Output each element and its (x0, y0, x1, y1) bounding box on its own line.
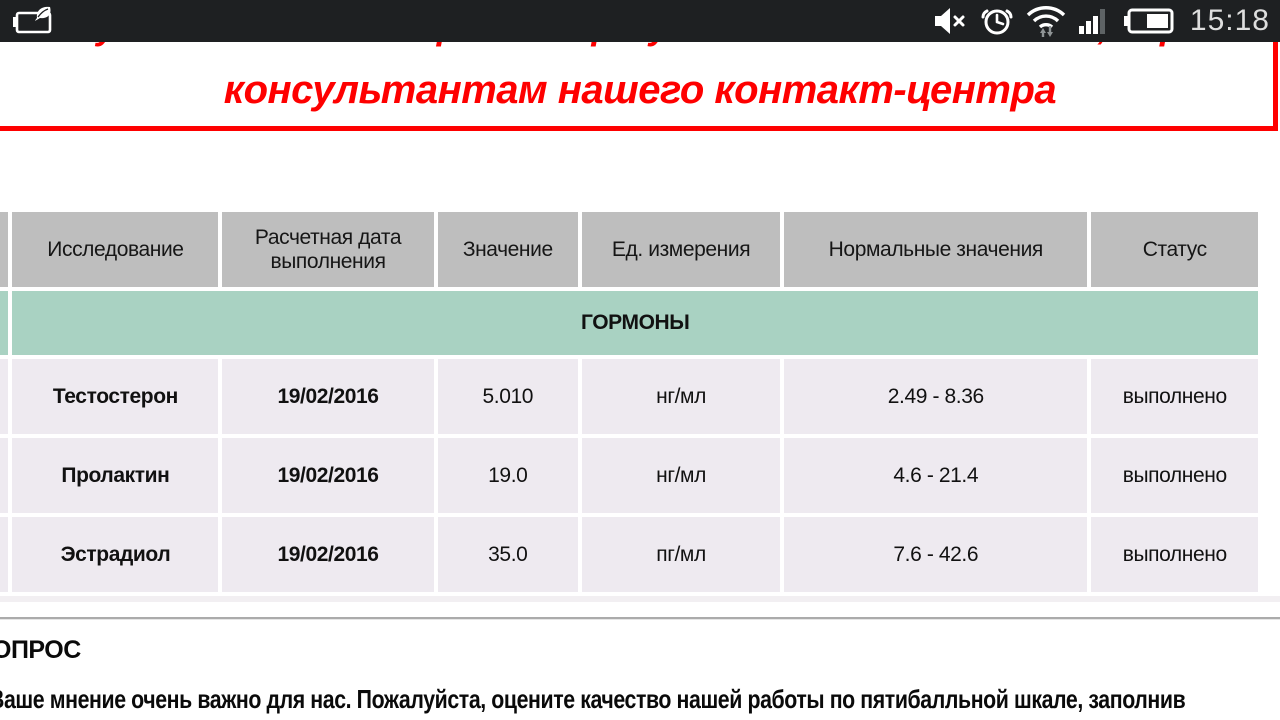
table-header-row: Исследование Расчетная дата выполнения З… (0, 212, 1258, 287)
cell-status: выполнено (1091, 517, 1258, 592)
cell-range: 4.6 - 21.4 (784, 438, 1088, 513)
group-row-label: ГОРМОНЫ (12, 291, 1258, 355)
header-cell-status: Статус (1091, 212, 1258, 287)
cell-range: 7.6 - 42.6 (784, 517, 1088, 592)
header-cell-value: Значение (437, 212, 578, 287)
cell-status: выполнено (1091, 438, 1258, 513)
cell-date: 19/02/2016 (222, 517, 434, 592)
signal-strength-icon (1078, 9, 1105, 34)
header-cell-range: Нормальные значения (784, 212, 1088, 287)
notice-border (1273, 42, 1278, 126)
lab-results-table: Исследование Расчетная дата выполнения З… (0, 208, 1262, 596)
header-cell-unit: Ед. измерения (581, 212, 781, 287)
table-row: Пролактин 19/02/2016 19.0 нг/мл 4.6 - 21… (0, 438, 1258, 513)
alarm-clock-icon (981, 9, 1013, 35)
status-time: 15:18 (1189, 4, 1270, 37)
cell-study: Эстрадиол (12, 517, 219, 592)
battery-icon (1123, 8, 1174, 34)
cell-date: 19/02/2016 (222, 359, 434, 434)
cell-status: выполнено (1091, 359, 1258, 434)
header-cell-date: Расчетная дата выполнения (222, 212, 434, 287)
volume-mute-icon (934, 8, 965, 34)
cell-value: 35.0 (437, 517, 578, 592)
cell-range: 2.49 - 8.36 (784, 359, 1088, 434)
cell-value: 19.0 (437, 438, 578, 513)
header-cell-study: Исследование (12, 212, 219, 287)
header-cell-empty (0, 212, 9, 287)
notice-border (0, 126, 1278, 131)
section-divider (0, 617, 1280, 620)
cell-study: Тестостерон (12, 359, 219, 434)
table-row: Тестостерон 19/02/2016 5.010 нг/мл 2.49 … (0, 359, 1258, 434)
cell-unit: пг/мл (581, 517, 781, 592)
table-bottom-strip (0, 596, 1280, 602)
cell-date: 19/02/2016 (222, 438, 434, 513)
battery-saver-icon (13, 6, 52, 34)
cell-value: 5.010 (437, 359, 578, 434)
status-bar: 15:18 (0, 0, 1280, 42)
cell-unit: нг/мл (581, 359, 781, 434)
contact-center-notice: Если у Вас возникли вопросы по результат… (0, 42, 1280, 134)
notice-line-partial: Если у Вас возникли вопросы по результат… (0, 42, 1280, 49)
wifi-updown-icon (1026, 6, 1066, 37)
survey-text: Ваше мнение очень важно для нас. Пожалуй… (0, 684, 1186, 714)
group-row-hormones: ГОРМОНЫ (0, 291, 1258, 355)
cell-study: Пролактин (12, 438, 219, 513)
survey-heading: ОПРОС (0, 636, 81, 664)
notice-line-main: консультантам нашего контакт-центра (223, 68, 1057, 112)
table-row: Эстрадиол 19/02/2016 35.0 пг/мл 7.6 - 42… (0, 517, 1258, 592)
cell-unit: нг/мл (581, 438, 781, 513)
